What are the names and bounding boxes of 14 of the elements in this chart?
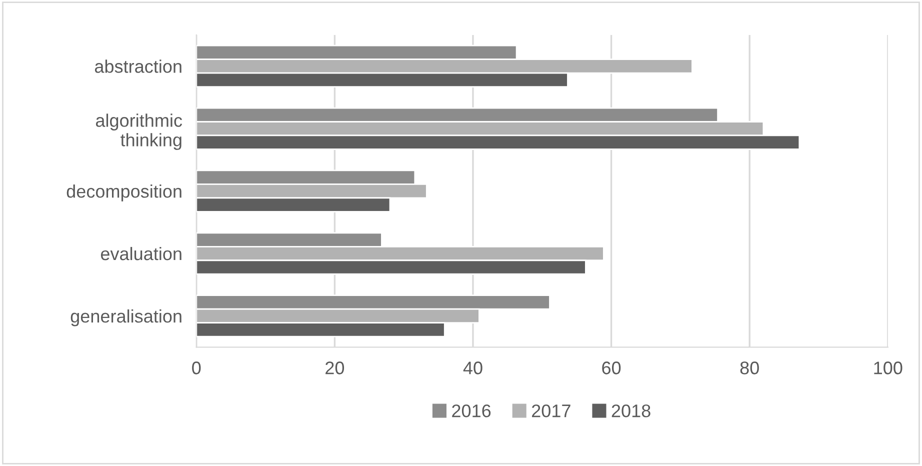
legend-label: 2017 (532, 404, 570, 418)
y-tick-label: decomposition (66, 184, 182, 202)
x-tick-label: 20 (326, 362, 344, 374)
y-tick-label: algorithmic thinking (96, 114, 182, 150)
x-tick-label: 0 (192, 362, 201, 374)
y-tick-label: abstraction (94, 60, 182, 73)
y-tick-label: generalisation (70, 309, 182, 326)
x-tick-label: 80 (740, 362, 759, 374)
x-tick-label: 60 (602, 362, 621, 374)
x-tick-label: 100 (874, 362, 902, 374)
x-tick-label: 40 (463, 362, 482, 374)
legend-label: 2018 (612, 404, 650, 418)
legend-label: 2016 (452, 404, 491, 418)
y-tick-label: evaluation (100, 246, 182, 260)
